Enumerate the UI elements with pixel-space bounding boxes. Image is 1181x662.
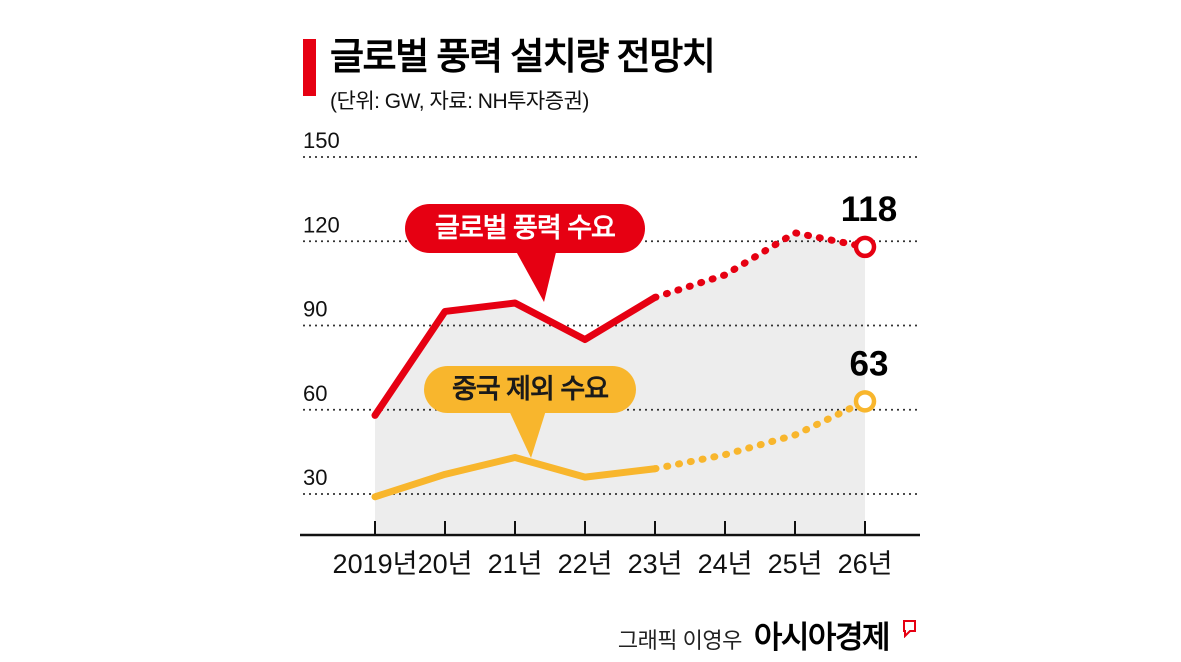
- y-tick-label: 120: [303, 212, 340, 237]
- title-accent-bar: [303, 39, 316, 96]
- y-tick-label: 60: [303, 381, 327, 406]
- y-tick-label: 150: [303, 128, 340, 153]
- end-value-label: 63: [850, 344, 889, 383]
- callout-tail-orange: [506, 404, 548, 458]
- callout-tail-red: [512, 244, 558, 302]
- y-tick-label: 90: [303, 297, 327, 322]
- page-title: 글로벌 풍력 설치량 전망치: [330, 36, 716, 77]
- end-point-marker: [853, 390, 877, 413]
- footer-credit: 그래픽 이영우 아시아경제: [618, 612, 917, 657]
- x-tick-label: 26년: [838, 549, 893, 579]
- x-tick-label: 20년: [418, 549, 473, 579]
- end-point-marker: [853, 235, 877, 259]
- y-tick-label: 30: [303, 465, 327, 490]
- end-value-label: 118: [841, 190, 897, 229]
- series-line-solid: [371, 453, 659, 501]
- graphic-credit-label: 그래픽 이영우: [617, 628, 743, 653]
- x-tick-label: 21년: [488, 549, 543, 579]
- callout-global-wind-demand: 글로벌 풍력 수요: [405, 204, 645, 254]
- x-tick-label: 25년: [768, 549, 823, 579]
- series-line-solid: [371, 293, 659, 419]
- callout-ex-china-demand: 중국 제외 수요: [424, 366, 637, 414]
- chart-subtitle: (단위: GW, 자료: NH투자증권): [330, 90, 589, 114]
- x-tick-label: 23년: [628, 549, 683, 579]
- x-tick-label: 22년: [558, 549, 613, 579]
- chart-header: 글로벌 풍력 설치량 전망치 (단위: GW, 자료: NH투자증권): [303, 34, 716, 115]
- series-line-forecast: [651, 229, 869, 301]
- x-tick-label: 24년: [698, 549, 753, 579]
- asiae-logo-mark: [902, 619, 917, 643]
- series-line-forecast: [651, 397, 869, 473]
- brand-name: 아시아경제: [753, 620, 891, 655]
- x-tick-label: 2019년: [333, 549, 418, 579]
